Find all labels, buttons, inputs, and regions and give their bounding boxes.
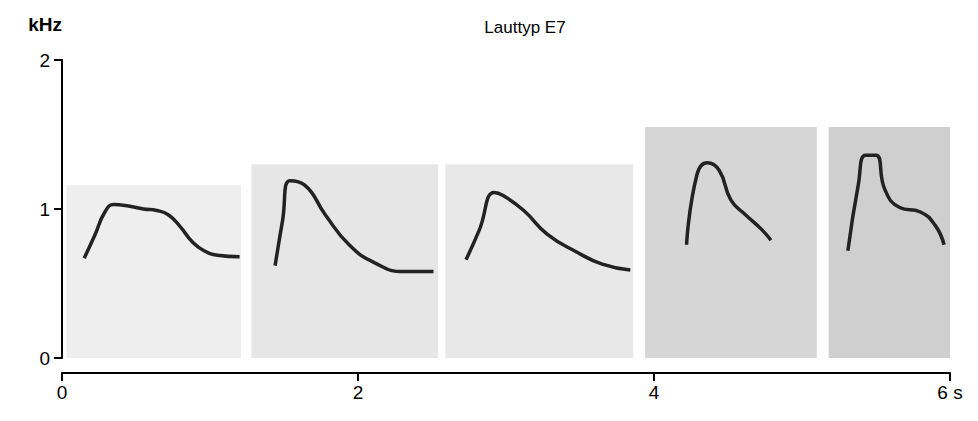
svg-text:1: 1	[39, 199, 50, 220]
svg-text:6 s: 6 s	[937, 382, 962, 403]
svg-text:Lauttyp E7: Lauttyp E7	[484, 18, 565, 37]
svg-text:0: 0	[57, 382, 68, 403]
svg-text:0: 0	[39, 348, 50, 369]
svg-text:4: 4	[649, 382, 660, 403]
svg-text:2: 2	[353, 382, 364, 403]
svg-text:kHz: kHz	[28, 14, 62, 35]
svg-text:2: 2	[39, 50, 50, 71]
